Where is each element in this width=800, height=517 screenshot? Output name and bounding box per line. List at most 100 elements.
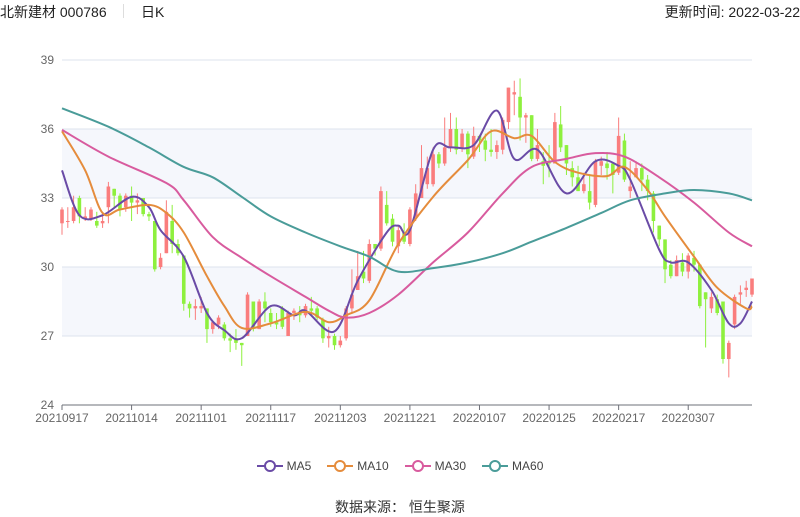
candle-body (367, 244, 372, 281)
candle-body (645, 179, 650, 192)
candle (431, 147, 435, 187)
candle (158, 253, 163, 270)
candle-body (100, 221, 105, 224)
x-tick-label: 20220125 (522, 411, 576, 425)
candle-body (437, 154, 441, 164)
candle-body (297, 313, 302, 316)
legend-item-ma60[interactable]: MA60 (482, 459, 543, 473)
candle (129, 186, 134, 221)
candle-body (715, 299, 720, 313)
candle (703, 292, 708, 348)
candle-body (257, 301, 261, 330)
candle-body (66, 221, 70, 222)
legend-item-ma30[interactable]: MA30 (404, 459, 467, 473)
candle-body (692, 257, 696, 265)
candle-body (535, 145, 540, 159)
legend-line-circle-icon (256, 460, 283, 472)
candle (297, 306, 302, 323)
candle-body (152, 221, 157, 270)
candle (640, 163, 644, 192)
candle-body (164, 211, 169, 254)
candle-body (512, 92, 517, 95)
candle-body (373, 244, 377, 249)
period-tab-daily-k[interactable]: 日K (141, 4, 165, 20)
y-tick-label: 33 (41, 191, 55, 205)
candle-body (750, 278, 754, 295)
candle-body (292, 310, 296, 313)
candle (60, 207, 64, 235)
candle (663, 239, 667, 284)
candle-body (587, 191, 592, 203)
candle (448, 112, 453, 152)
candle (280, 306, 285, 330)
candle-body (199, 306, 203, 309)
candle (170, 204, 174, 254)
candle-body (466, 133, 470, 155)
y-tick-label: 36 (41, 122, 55, 136)
candle (558, 106, 563, 152)
candle-body (286, 313, 290, 336)
candle (147, 211, 151, 221)
candle (315, 306, 319, 320)
candle (164, 200, 169, 254)
candle-body (187, 303, 192, 309)
candle-body (425, 168, 430, 185)
candle-body (94, 221, 99, 226)
candle-body (738, 292, 743, 295)
candle-body (309, 308, 314, 311)
x-tick-label: 20220307 (662, 411, 716, 425)
candle (326, 326, 331, 348)
candle-body (315, 308, 319, 318)
candle (187, 301, 192, 318)
y-tick-label: 39 (41, 53, 55, 67)
candle (564, 145, 569, 175)
candle (425, 156, 430, 189)
candle (437, 152, 441, 169)
legend-line-circle-icon (482, 460, 509, 472)
candle (71, 195, 76, 224)
candle-body (158, 257, 163, 267)
candle (193, 299, 198, 320)
candle-body (657, 225, 662, 240)
legend-item-ma10[interactable]: MA10 (327, 459, 389, 473)
candle (489, 129, 493, 157)
candle-body (268, 313, 273, 323)
candle-body (674, 260, 679, 277)
candle (750, 278, 754, 297)
candle-body (413, 193, 418, 217)
candle (483, 133, 488, 162)
candle-body (663, 239, 667, 270)
candle (715, 294, 720, 316)
candle (553, 112, 557, 164)
candle-body (384, 204, 389, 224)
x-tick-label: 20211203 (314, 411, 367, 425)
ma-line-ma5 (61, 109, 753, 341)
candle (442, 117, 447, 166)
candle (709, 292, 714, 313)
candle (727, 340, 731, 378)
candle (384, 191, 389, 226)
candle-body (181, 255, 186, 304)
candle (674, 255, 679, 277)
legend-label: MA60 (512, 459, 544, 473)
candle-body (396, 230, 401, 247)
candle (94, 211, 99, 228)
x-tick-label: 20211101 (175, 411, 227, 425)
chart-legend: MA5 MA10 MA30 MA60 (0, 459, 800, 473)
candle-body (390, 218, 395, 242)
legend-label: MA30 (434, 459, 467, 473)
candle-body (344, 308, 348, 339)
x-tick-label: 20211014 (105, 411, 158, 425)
candle-body (460, 133, 464, 148)
legend-item-ma5[interactable]: MA5 (256, 459, 311, 473)
candle-body (210, 322, 215, 330)
header-divider (123, 4, 124, 18)
candle (535, 129, 540, 162)
candle-body (326, 336, 331, 339)
candle (587, 175, 592, 210)
candle (257, 299, 261, 330)
candle (355, 250, 360, 290)
candle (66, 207, 70, 228)
candle-body (448, 129, 453, 148)
candle-body (727, 342, 731, 359)
